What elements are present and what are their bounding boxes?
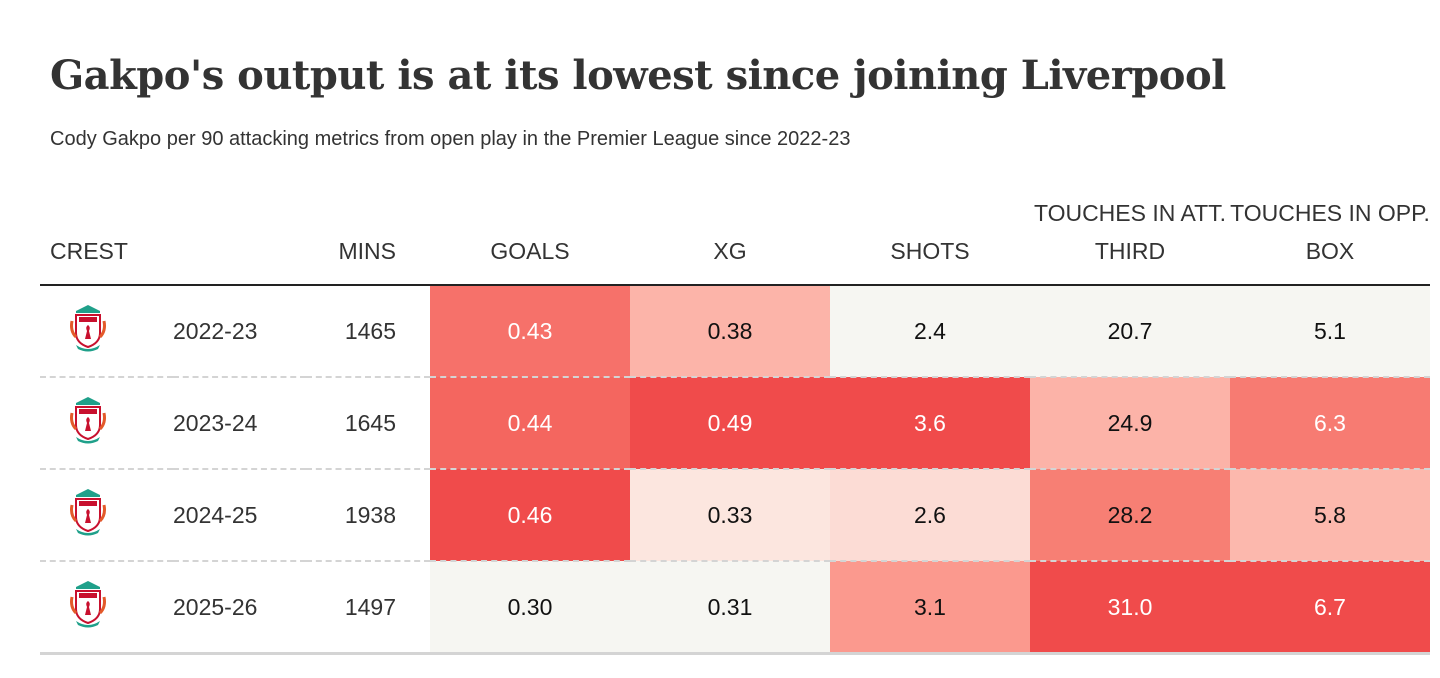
goals-cell: 0.30 xyxy=(430,561,630,655)
header-row: CREST MINS GOALS XG SHOTS TOUCHES IN ATT… xyxy=(40,182,1430,286)
header-mins: MINS xyxy=(306,182,430,286)
header-shots: SHOTS xyxy=(830,182,1030,286)
liverpool-crest-icon xyxy=(40,377,173,470)
table-row: 2023-24 1645 0.44 0.49 3.6 24.9 6.3 xyxy=(40,377,1430,470)
mins-cell: 1938 xyxy=(306,469,430,562)
opp-box-cell: 5.8 xyxy=(1230,469,1430,562)
xg-cell: 0.38 xyxy=(630,285,830,378)
goals-cell: 0.43 xyxy=(430,285,630,378)
goals-cell: 0.46 xyxy=(430,469,630,562)
shots-cell: 3.1 xyxy=(830,561,1030,655)
table-row: 2025-26 1497 0.30 0.31 3.1 31.0 6.7 xyxy=(40,561,1430,655)
header-opp-box: TOUCHES IN OPP. BOX xyxy=(1230,182,1430,286)
opp-box-cell: 5.1 xyxy=(1230,285,1430,378)
chart-title: Gakpo's output is at its lowest since jo… xyxy=(50,52,1226,99)
mins-cell: 1465 xyxy=(306,285,430,378)
liverpool-crest-icon xyxy=(40,469,173,562)
opp-box-cell: 6.3 xyxy=(1230,377,1430,470)
opp-box-cell: 6.7 xyxy=(1230,561,1430,655)
att-third-cell: 28.2 xyxy=(1030,469,1230,562)
season-cell: 2023-24 xyxy=(173,377,306,470)
shots-cell: 2.6 xyxy=(830,469,1030,562)
liverpool-crest-icon xyxy=(40,285,173,378)
stats-table: CREST MINS GOALS XG SHOTS TOUCHES IN ATT… xyxy=(40,182,1430,655)
header-xg: XG xyxy=(630,182,830,286)
season-cell: 2025-26 xyxy=(173,561,306,655)
header-crest: CREST xyxy=(40,182,306,286)
table-row: 2024-25 1938 0.46 0.33 2.6 28.2 5.8 xyxy=(40,469,1430,562)
liverpool-crest-icon xyxy=(40,561,173,655)
att-third-cell: 31.0 xyxy=(1030,561,1230,655)
header-goals: GOALS xyxy=(430,182,630,286)
xg-cell: 0.31 xyxy=(630,561,830,655)
mins-cell: 1497 xyxy=(306,561,430,655)
shots-cell: 3.6 xyxy=(830,377,1030,470)
shots-cell: 2.4 xyxy=(830,285,1030,378)
xg-cell: 0.33 xyxy=(630,469,830,562)
season-cell: 2022-23 xyxy=(173,285,306,378)
table-row: 2022-23 1465 0.43 0.38 2.4 20.7 5.1 xyxy=(40,285,1430,378)
goals-cell: 0.44 xyxy=(430,377,630,470)
xg-cell: 0.49 xyxy=(630,377,830,470)
header-att-third: TOUCHES IN ATT. THIRD xyxy=(1030,182,1230,286)
att-third-cell: 20.7 xyxy=(1030,285,1230,378)
att-third-cell: 24.9 xyxy=(1030,377,1230,470)
season-cell: 2024-25 xyxy=(173,469,306,562)
mins-cell: 1645 xyxy=(306,377,430,470)
chart-subtitle: Cody Gakpo per 90 attacking metrics from… xyxy=(50,128,851,150)
